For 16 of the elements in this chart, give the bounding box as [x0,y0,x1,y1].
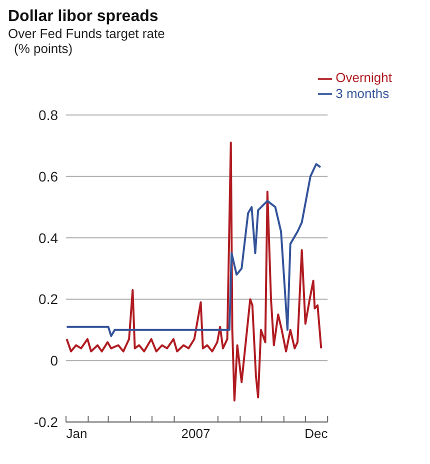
y-tick-label: 0.6 [38,168,58,184]
legend-label: Overnight [336,70,392,85]
x-tick-label: Dec [304,426,328,441]
y-tick-label: 0.2 [38,291,58,308]
x-tick-label: 2007 [181,426,210,441]
line-series [66,163,322,338]
line-series [66,142,322,402]
y-tick-label: 0.4 [38,230,58,246]
legend-label: 3 months [336,86,390,101]
chart-title: Dollar libor spreads [8,8,160,26]
x-tick-label: Jan [66,426,88,441]
chart-subtitle: Over Fed Funds target rate [8,26,166,41]
y-tick-label: 0 [50,352,58,369]
y-tick-label: -0.2 [34,414,58,430]
y-tick-label: 0.8 [38,106,58,123]
y-axis-title: (% points) [14,41,74,56]
